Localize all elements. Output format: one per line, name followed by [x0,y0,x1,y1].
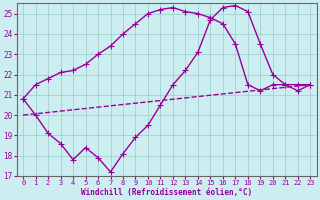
X-axis label: Windchill (Refroidissement éolien,°C): Windchill (Refroidissement éolien,°C) [81,188,252,197]
